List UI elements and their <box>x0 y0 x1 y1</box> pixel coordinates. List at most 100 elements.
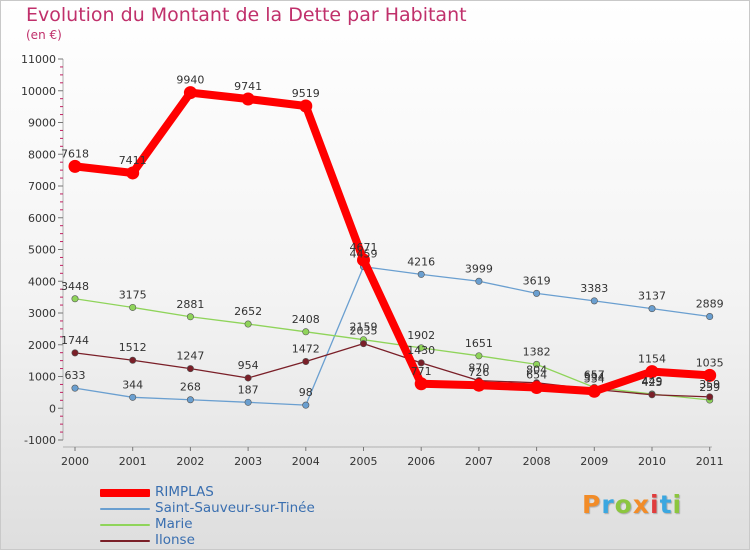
data-label: 268 <box>180 381 201 394</box>
data-point <box>357 253 370 267</box>
x-tick-label: 2006 <box>407 455 435 468</box>
data-point <box>71 384 79 392</box>
data-point <box>129 356 137 364</box>
data-label: 187 <box>238 383 259 396</box>
data-point <box>359 340 367 348</box>
data-point <box>186 313 194 321</box>
data-label: 9741 <box>234 80 262 93</box>
legend-label: Saint-Sauveur-sur-Tinée <box>155 500 315 516</box>
data-label: 4671 <box>350 241 378 254</box>
data-point <box>475 277 483 285</box>
legend-swatch <box>100 540 150 542</box>
data-point <box>417 270 425 278</box>
data-point <box>533 360 541 368</box>
data-label: 771 <box>411 365 432 378</box>
x-tick-label: 2001 <box>119 455 147 468</box>
data-label: 657 <box>584 368 605 381</box>
data-point <box>706 313 714 321</box>
x-tick-label: 2000 <box>61 455 89 468</box>
data-point <box>302 358 310 366</box>
data-label: 449 <box>642 375 663 388</box>
y-tick-label: 5000 <box>28 244 56 257</box>
data-point <box>414 377 428 391</box>
data-point <box>244 320 252 328</box>
data-label: 2159 <box>350 321 378 334</box>
x-tick-label: 2007 <box>465 455 493 468</box>
data-label: 1154 <box>638 353 666 366</box>
x-tick-label: 2002 <box>176 455 204 468</box>
data-point <box>645 365 659 379</box>
chart-title: Evolution du Montant de la Dette par Hab… <box>26 4 467 26</box>
data-label: 804 <box>526 364 547 377</box>
data-label: 2881 <box>176 298 204 311</box>
legend-label: Marie <box>155 516 193 532</box>
y-tick-label: 2000 <box>28 339 56 352</box>
data-label: 534 <box>584 372 605 385</box>
data-label: 1472 <box>292 343 320 356</box>
y-tick-label: 6000 <box>28 212 56 225</box>
data-point <box>71 295 79 303</box>
legend-swatch <box>100 489 150 497</box>
legend-label: RIMPLAS <box>155 484 214 500</box>
logo-letter: t <box>659 490 673 519</box>
y-tick-label: 8000 <box>28 148 56 161</box>
data-label: 259 <box>699 381 720 394</box>
data-label: 1744 <box>61 334 89 347</box>
data-label: 3137 <box>638 290 666 303</box>
data-label: 9519 <box>292 87 320 100</box>
x-tick-label: 2003 <box>234 455 262 468</box>
data-label: 1651 <box>465 337 493 350</box>
data-point <box>244 374 252 382</box>
data-label: 2408 <box>292 313 320 326</box>
data-point <box>587 384 601 398</box>
data-point <box>71 349 79 357</box>
data-label: 3448 <box>61 280 89 293</box>
data-point <box>129 303 137 311</box>
series-line-saint-sauveur-sur-tin-e <box>74 266 711 406</box>
data-label: 4216 <box>407 255 435 268</box>
data-point <box>648 391 656 399</box>
data-point <box>706 393 714 401</box>
data-label: 4459 <box>350 248 378 261</box>
legend-label: Ilonse <box>155 532 195 548</box>
data-point <box>472 378 486 392</box>
data-point <box>126 166 140 180</box>
chart-subtitle: (en €) <box>26 28 62 42</box>
logo-letter: x <box>632 490 650 519</box>
data-label: 594 <box>584 370 605 383</box>
data-label: 1247 <box>176 350 204 363</box>
logo-letter: o <box>614 490 633 519</box>
data-label: 98 <box>299 386 313 399</box>
logo-letter: r <box>601 490 615 519</box>
data-point <box>302 401 310 409</box>
x-tick-label: 2005 <box>350 455 378 468</box>
y-tick-label: 11000 <box>21 53 56 66</box>
series-line-ilonse <box>74 342 711 398</box>
data-label: 425 <box>642 376 663 389</box>
data-point <box>533 289 541 297</box>
logo-letter: P <box>582 490 602 519</box>
y-tick-label: 3000 <box>28 307 56 320</box>
data-label: 3383 <box>580 282 608 295</box>
data-point <box>68 159 82 173</box>
data-point <box>417 359 425 367</box>
data-label: 1035 <box>696 356 724 369</box>
y-tick-label: 0 <box>49 402 56 415</box>
data-point <box>129 393 137 401</box>
data-point <box>241 92 255 106</box>
data-label: 654 <box>526 368 547 381</box>
proxiti-logo: Proxiti <box>582 490 682 519</box>
data-point <box>302 328 310 336</box>
y-tick-label: 10000 <box>21 85 56 98</box>
data-label: 1382 <box>523 345 551 358</box>
x-tick-label: 2010 <box>638 455 666 468</box>
x-tick-label: 2004 <box>292 455 320 468</box>
data-point <box>703 368 717 382</box>
data-label: 3175 <box>119 288 147 301</box>
data-point <box>244 398 252 406</box>
data-label: 1902 <box>407 329 435 342</box>
legend-swatch <box>100 524 150 526</box>
x-tick-label: 2011 <box>696 455 724 468</box>
data-point <box>186 396 194 404</box>
